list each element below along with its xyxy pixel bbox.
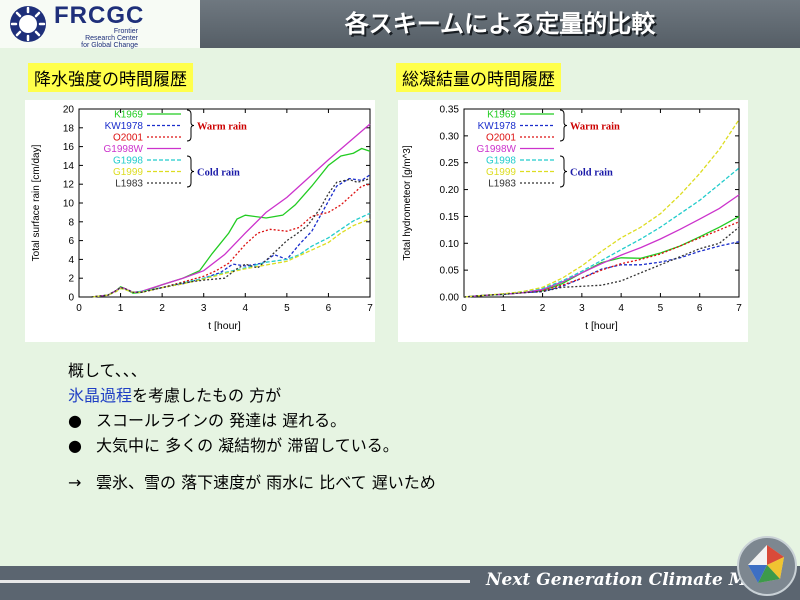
y-tick-label: 12 [63, 180, 75, 191]
series-line-l1983 [463, 226, 740, 298]
warm-rain-label: Warm rain [197, 122, 247, 133]
left-panel-title: 降水強度の時間履歴 [28, 63, 193, 92]
x-tick-label: 2 [159, 303, 165, 314]
warm-rain-brace [186, 109, 195, 142]
x-tick-label: 1 [118, 303, 124, 314]
x-tick-label: 0 [76, 303, 82, 314]
y-tick-label: 14 [63, 161, 75, 172]
y-axis-label: Total hydrometeor [g/m^3] [402, 145, 413, 261]
y-tick-label: 0.15 [440, 212, 460, 223]
legend-label: KW1978 [478, 121, 517, 132]
footer-title: Next Generation Climate Model [486, 570, 789, 590]
legend-label: O2001 [486, 133, 516, 144]
plot-frame [463, 108, 740, 298]
x-tick-label: 4 [243, 303, 249, 314]
series-line-k1969 [463, 215, 740, 298]
y-tick-label: 6 [68, 236, 74, 247]
cold-rain-brace [186, 155, 195, 188]
y-tick-label: 8 [68, 217, 74, 228]
legend-label: G1999 [486, 167, 516, 178]
y-tick-label: 0.25 [440, 158, 460, 169]
legend-label: G1998W [104, 144, 144, 155]
x-tick-label: 5 [658, 303, 664, 314]
series-line-g1998 [91, 212, 371, 298]
y-tick-label: 20 [63, 105, 75, 116]
series-line-o2001 [91, 183, 371, 298]
bullet-item-2: ● 大気中に 多くの 凝結物が 滞留している。 [68, 433, 436, 458]
series-line-g1998w [463, 194, 740, 298]
x-tick-label: 7 [367, 303, 373, 314]
series-line-kw1978 [91, 174, 371, 298]
warm-rain-label: Warm rain [570, 122, 620, 133]
y-axis-label: Total surface rain [cm/day] [31, 144, 42, 261]
series-line-g1999 [91, 218, 371, 298]
y-tick-label: 4 [68, 255, 74, 266]
globe-icon [737, 536, 797, 596]
body-text: 概して、、、 氷晶過程を考慮したもの 方が ● スコールラインの 発達は 遅れる。… [68, 358, 436, 495]
cold-rain-brace [559, 155, 568, 188]
x-tick-label: 4 [618, 303, 624, 314]
legend-label: KW1978 [105, 121, 144, 132]
series-line-g1999 [463, 119, 740, 298]
x-tick-label: 5 [284, 303, 290, 314]
x-tick-label: 6 [697, 303, 703, 314]
bullet-icon: ● [68, 436, 82, 455]
legend-label: L1983 [488, 179, 516, 190]
series-line-o2001 [463, 221, 740, 298]
logo-text: FRCGC [54, 2, 145, 29]
frcgc-logo: FRCGC Frontier Research Center for Globa… [6, 2, 196, 49]
y-tick-label: 0.05 [440, 266, 460, 277]
header-band [200, 0, 800, 48]
y-tick-label: 0 [68, 293, 74, 304]
y-tick-label: 0.10 [440, 239, 460, 250]
x-axis-label: t [hour] [585, 320, 618, 332]
rain-intensity-chart: 0 1 2 3 4 5 6 7 0 2 4 6 8 10 12 14 16 18 20 t [hour] Total s… [25, 100, 375, 342]
legend-label: O2001 [113, 133, 143, 144]
y-tick-label: 2 [68, 274, 74, 285]
bullet-item-1: ● スコールラインの 発達は 遅れる。 [68, 408, 436, 433]
footer-divider [0, 580, 470, 583]
cold-rain-label: Cold rain [197, 168, 240, 179]
y-tick-label: 0.30 [440, 131, 460, 142]
summary-line: 概して、、、 [68, 361, 147, 380]
y-tick-label: 0.20 [440, 185, 460, 196]
x-tick-label: 6 [326, 303, 332, 314]
arrow-icon: → [68, 473, 82, 492]
x-tick-label: 1 [501, 303, 507, 314]
hydrometeor-chart-svg: 0 1 2 3 4 5 6 7 0.00 0.05 0.10 0.15 0.20 0.25 0.30 0.35… [402, 105, 742, 333]
legend-label: G1999 [113, 167, 143, 178]
logo-subtext: Frontier Research Center for Global Chan… [81, 28, 138, 49]
y-tick-label: 10 [63, 199, 75, 210]
hydrometeor-chart: 0 1 2 3 4 5 6 7 0.00 0.05 0.10 0.15 0.20 0.25 0.30 0.35… [398, 100, 748, 342]
sun-icon [10, 6, 46, 42]
x-axis-label: t [hour] [208, 320, 241, 332]
conclusion-line: → 雲氷、雪の 落下速度が 雨水に 比べて 遅いため [68, 470, 436, 495]
right-panel-title: 総凝結量の時間履歴 [396, 63, 561, 92]
legend-label: G1998 [486, 156, 516, 167]
ice-process-line: 氷晶過程を考慮したもの 方が [68, 386, 282, 405]
series-line-g1998w [91, 123, 371, 298]
x-tick-label: 3 [201, 303, 207, 314]
x-tick-label: 7 [736, 303, 742, 314]
legend-label: K1969 [487, 110, 516, 121]
ice-process-highlight: 氷晶過程 [68, 386, 133, 405]
x-tick-label: 0 [461, 303, 467, 314]
legend-label: L1983 [115, 179, 143, 190]
y-tick-label: 0.35 [440, 105, 460, 116]
footer-band [0, 566, 800, 600]
slide-title: 各スキームによる定量的比較 [344, 10, 656, 38]
bullet-icon: ● [68, 411, 82, 430]
x-tick-label: 2 [540, 303, 546, 314]
legend-label: G1998 [113, 156, 143, 167]
y-tick-label: 18 [63, 123, 75, 134]
series-line-l1983 [91, 177, 371, 298]
legend-label: G1998W [477, 144, 517, 155]
x-tick-label: 3 [579, 303, 585, 314]
y-tick-label: 16 [63, 142, 75, 153]
y-tick-label: 0.00 [440, 293, 460, 304]
warm-rain-brace [559, 109, 568, 142]
legend-label: K1969 [114, 110, 143, 121]
cold-rain-label: Cold rain [570, 168, 613, 179]
